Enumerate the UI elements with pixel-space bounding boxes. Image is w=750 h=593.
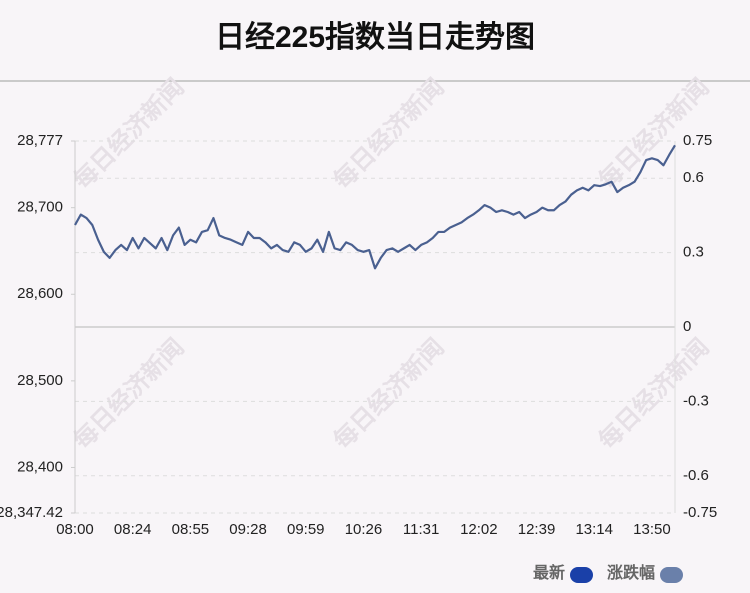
watermark: 每日经济新闻 — [328, 73, 450, 195]
x-tick-label: 12:02 — [460, 521, 498, 538]
legend-label: 最新 — [533, 563, 565, 582]
watermark: 每日经济新闻 — [68, 333, 190, 455]
x-tick-label: 08:55 — [172, 521, 210, 538]
y-tick-label: 28,400 — [17, 458, 63, 475]
y2-tick-label: 0 — [683, 318, 691, 335]
chart-title: 日经225指数当日走势图 — [215, 20, 535, 54]
x-tick-label: 09:59 — [287, 521, 325, 538]
y2-tick-label: 0.3 — [683, 244, 704, 261]
y-tick-label: 28,500 — [17, 372, 63, 389]
legend-swatch — [570, 567, 593, 583]
y-tick-label: 28,777 — [17, 132, 63, 149]
y2-tick-label: 0.6 — [683, 169, 704, 186]
y-tick-label: 28,347.42 — [0, 504, 63, 521]
x-tick-label: 13:14 — [575, 521, 613, 538]
x-tick-label: 13:50 — [633, 521, 671, 538]
x-tick-label: 08:24 — [114, 521, 152, 538]
legend-swatch — [660, 567, 683, 583]
x-tick-label: 10:26 — [345, 521, 383, 538]
x-tick-label: 08:00 — [56, 521, 94, 538]
y2-tick-label: -0.6 — [683, 467, 709, 484]
y-tick-label: 28,600 — [17, 285, 63, 302]
watermark: 每日经济新闻 — [328, 333, 450, 455]
watermark: 每日经济新闻 — [68, 73, 190, 195]
x-tick-label: 12:39 — [518, 521, 556, 538]
y-tick-label: 28,700 — [17, 199, 63, 216]
legend-label: 涨跌幅 — [607, 563, 655, 582]
y2-tick-label: 0.75 — [683, 132, 712, 149]
x-tick-label: 11:31 — [403, 521, 439, 538]
y2-tick-label: -0.3 — [683, 392, 709, 409]
price-line — [74, 144, 676, 270]
x-tick-label: 09:28 — [229, 521, 267, 538]
y2-tick-label: -0.75 — [683, 504, 717, 521]
